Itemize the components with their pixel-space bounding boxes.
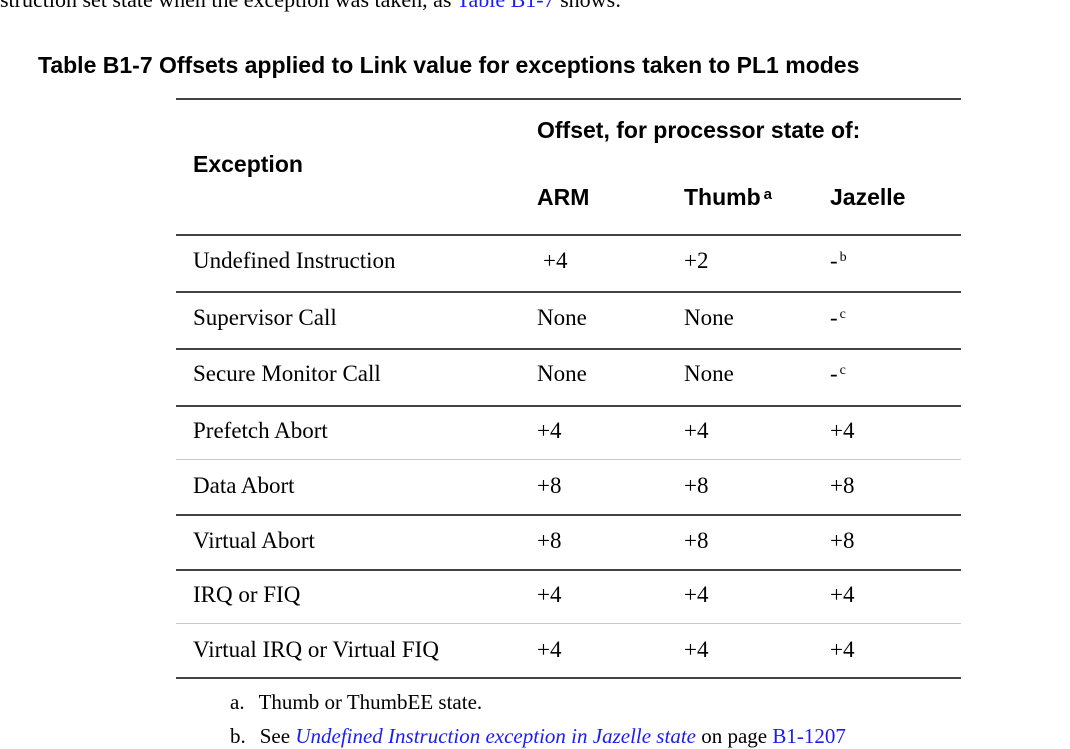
footnote-b-pre: See: [259, 724, 296, 748]
cell-thumb: +4: [684, 418, 708, 444]
cell-jazelle-value: +4: [830, 582, 855, 607]
header-exception: Exception: [193, 151, 303, 177]
cell-arm: +8: [537, 473, 561, 499]
cell-exception-value: IRQ or FIQ: [193, 582, 301, 607]
footnote-a: a. Thumb or ThumbEE state.: [230, 690, 482, 715]
cell-arm: +4: [537, 637, 561, 663]
intro-text-before: struction set state when the exception w…: [0, 0, 457, 12]
table-reference-link[interactable]: Table B1-7: [457, 0, 555, 12]
row-divider: [176, 291, 961, 293]
cell-exception-value: Prefetch Abort: [193, 418, 328, 443]
cell-arm: +4: [537, 418, 561, 444]
header-offset-group: Offset, for processor state of:: [537, 117, 861, 143]
cell-jazelle: +4: [830, 582, 854, 608]
footnote-a-text: Thumb or ThumbEE state.: [258, 690, 483, 714]
cell-arm: +4: [543, 248, 567, 274]
cell-jazelle-footnote-marker[interactable]: c: [839, 363, 846, 378]
cell-arm-value: +4: [543, 248, 568, 273]
intro-text-after: shows:: [555, 0, 621, 12]
cell-thumb: +8: [684, 528, 708, 554]
cell-jazelle: +4: [830, 637, 854, 663]
intro-sentence: struction set state when the exception w…: [0, 0, 621, 13]
cell-thumb-value: None: [684, 361, 734, 386]
cell-thumb-value: +4: [684, 418, 709, 443]
cell-exception-value: Virtual Abort: [193, 528, 315, 553]
cell-jazelle-value: -: [830, 248, 838, 273]
cell-exception: Virtual IRQ or Virtual FIQ: [193, 637, 439, 663]
cell-thumb-value: +8: [684, 528, 709, 553]
cell-arm-value: None: [537, 305, 587, 330]
table-caption: Table B1-7 Offsets applied to Link value…: [38, 52, 860, 78]
cell-arm-value: +4: [537, 582, 562, 607]
table-top-rule: [176, 98, 961, 100]
cell-arm: None: [537, 305, 587, 331]
cell-exception: Virtual Abort: [193, 528, 315, 554]
cell-arm-value: +8: [537, 528, 562, 553]
cell-jazelle: +8: [830, 528, 854, 554]
cell-arm-value: +4: [537, 418, 562, 443]
cell-arm-value: None: [537, 361, 587, 386]
cell-arm: +8: [537, 528, 561, 554]
cell-jazelle: +4: [830, 418, 854, 444]
cell-thumb: None: [684, 305, 734, 331]
cell-thumb-value: +4: [684, 582, 709, 607]
cell-jazelle-value: -: [830, 305, 838, 330]
cell-jazelle-value: +8: [830, 528, 855, 553]
row-divider: [176, 405, 961, 407]
cell-exception-value: Virtual IRQ or Virtual FIQ: [193, 637, 439, 662]
footnote-b-mid: on page: [695, 724, 773, 748]
header-thumb: Thumb a: [684, 184, 772, 211]
cell-jazelle-value: +8: [830, 473, 855, 498]
cell-exception-value: Undefined Instruction: [193, 248, 396, 273]
footnote-b-link[interactable]: Undefined Instruction exception in Jazel…: [295, 724, 696, 748]
cell-arm: +4: [537, 582, 561, 608]
footnote-b-page-link[interactable]: B1-1207: [772, 724, 846, 748]
cell-exception-value: Data Abort: [193, 473, 295, 498]
header-thumb-label: Thumb: [684, 184, 761, 210]
cell-exception: Data Abort: [193, 473, 295, 499]
cell-jazelle: -c: [830, 361, 846, 387]
footnote-b: b. See Undefined Instruction exception in…: [230, 724, 846, 749]
row-divider: [176, 569, 961, 571]
cell-thumb: +8: [684, 473, 708, 499]
cell-thumb-value: +4: [684, 637, 709, 662]
header-bottom-rule: [176, 234, 961, 236]
cell-thumb: +4: [684, 637, 708, 663]
table-bottom-rule: [176, 677, 961, 679]
row-divider: [176, 623, 961, 624]
cell-exception: Secure Monitor Call: [193, 361, 381, 387]
cell-jazelle: +8: [830, 473, 854, 499]
cell-jazelle: -b: [830, 248, 847, 274]
cell-jazelle-footnote-marker[interactable]: b: [839, 250, 847, 265]
footnote-a-marker: a.: [230, 690, 245, 714]
row-divider: [176, 459, 961, 460]
cell-exception: Prefetch Abort: [193, 418, 328, 444]
cell-thumb: +4: [684, 582, 708, 608]
cell-exception: IRQ or FIQ: [193, 582, 300, 608]
cell-exception-value: Secure Monitor Call: [193, 361, 381, 386]
cell-thumb-value: +2: [684, 248, 709, 273]
cell-thumb: None: [684, 361, 734, 387]
cell-exception: Supervisor Call: [193, 305, 337, 331]
header-thumb-footnote-marker[interactable]: a: [763, 186, 772, 203]
header-arm: ARM: [537, 184, 590, 210]
cell-jazelle-value: +4: [830, 637, 855, 662]
cell-arm-value: +4: [537, 637, 562, 662]
cell-thumb-value: +8: [684, 473, 709, 498]
footnote-b-marker: b.: [230, 724, 246, 748]
cell-arm: None: [537, 361, 587, 387]
cell-jazelle-value: -: [830, 361, 838, 386]
cell-exception-value: Supervisor Call: [193, 305, 337, 330]
row-divider: [176, 514, 961, 516]
cell-exception: Undefined Instruction: [193, 248, 395, 274]
cell-jazelle-value: +4: [830, 418, 855, 443]
row-divider: [176, 348, 961, 350]
cell-thumb-value: None: [684, 305, 734, 330]
cell-jazelle: -c: [830, 305, 846, 331]
cell-jazelle-footnote-marker[interactable]: c: [839, 307, 846, 322]
cell-arm-value: +8: [537, 473, 562, 498]
cell-thumb: +2: [684, 248, 708, 274]
header-jazelle: Jazelle: [830, 184, 906, 210]
